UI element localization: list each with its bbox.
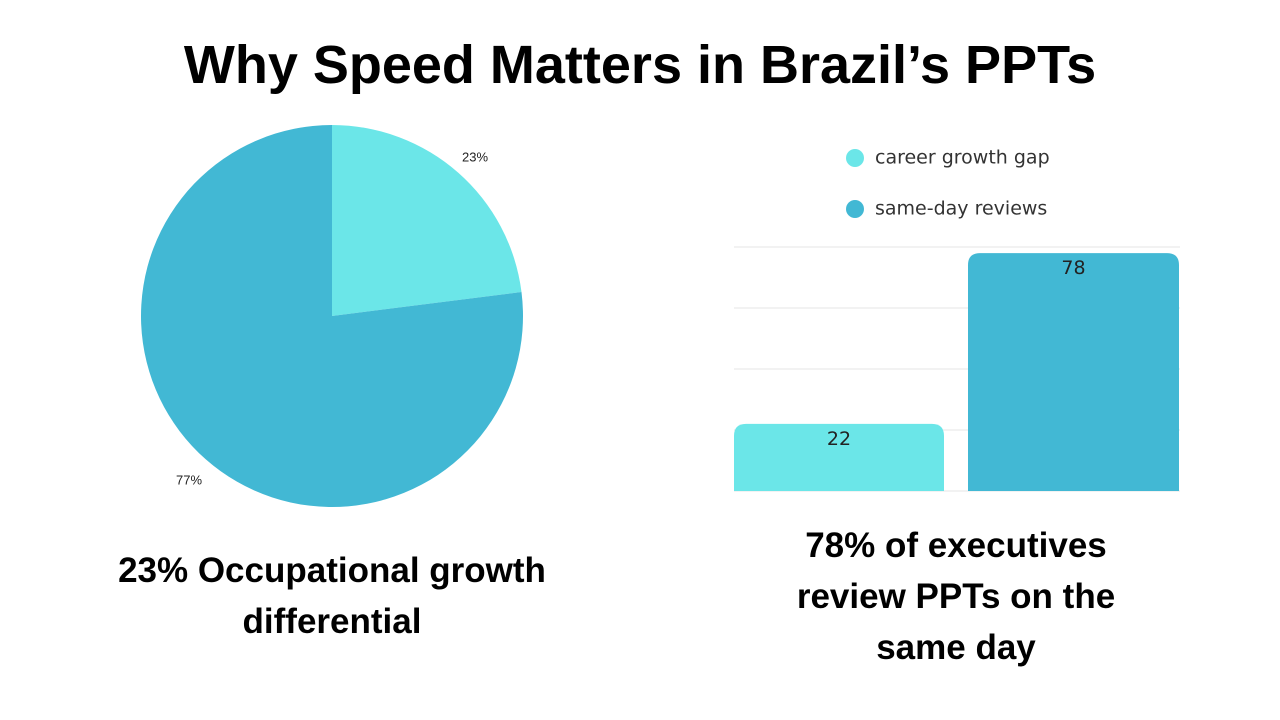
legend-dot-same-day-reviews (846, 200, 864, 218)
page-title: Why Speed Matters in Brazil’s PPTs (183, 35, 1097, 95)
legend-dot-career-growth-gap (846, 149, 864, 167)
legend-label-same-day-reviews: same-day reviews (875, 198, 1047, 220)
bar-value-78: 78 (1061, 257, 1085, 279)
pie-slice-career-growth-gap (332, 125, 522, 316)
legend-label-career-growth-gap: career growth gap (875, 147, 1050, 169)
pie-caption: 23% Occupational growth differential (118, 551, 546, 641)
pie-slice-remainder (140, 125, 523, 507)
bar-value-22: 22 (827, 428, 851, 450)
bar-career-growth-gap (734, 423, 944, 491)
pie-label-23: 23% (462, 149, 488, 164)
pie-label-77: 77% (176, 472, 202, 487)
bar-same-day-reviews (968, 253, 1179, 491)
bar-caption: 78% of executives review PPTs on the sam… (796, 526, 1116, 667)
